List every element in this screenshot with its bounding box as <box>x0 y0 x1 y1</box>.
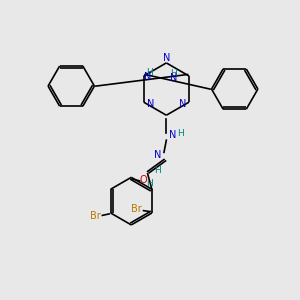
Text: N: N <box>163 52 170 63</box>
Text: N: N <box>179 99 186 109</box>
Text: Br: Br <box>90 211 101 221</box>
Text: H: H <box>154 166 160 175</box>
Text: H: H <box>146 179 152 188</box>
Text: N: N <box>146 99 154 109</box>
Text: O: O <box>140 175 148 185</box>
Text: N: N <box>144 72 151 82</box>
Text: N: N <box>169 130 177 140</box>
Text: Br: Br <box>131 204 142 214</box>
Text: H: H <box>177 129 184 138</box>
Text: H: H <box>146 68 152 77</box>
Text: H: H <box>170 69 177 78</box>
Text: N: N <box>170 73 177 83</box>
Text: N: N <box>154 150 161 161</box>
